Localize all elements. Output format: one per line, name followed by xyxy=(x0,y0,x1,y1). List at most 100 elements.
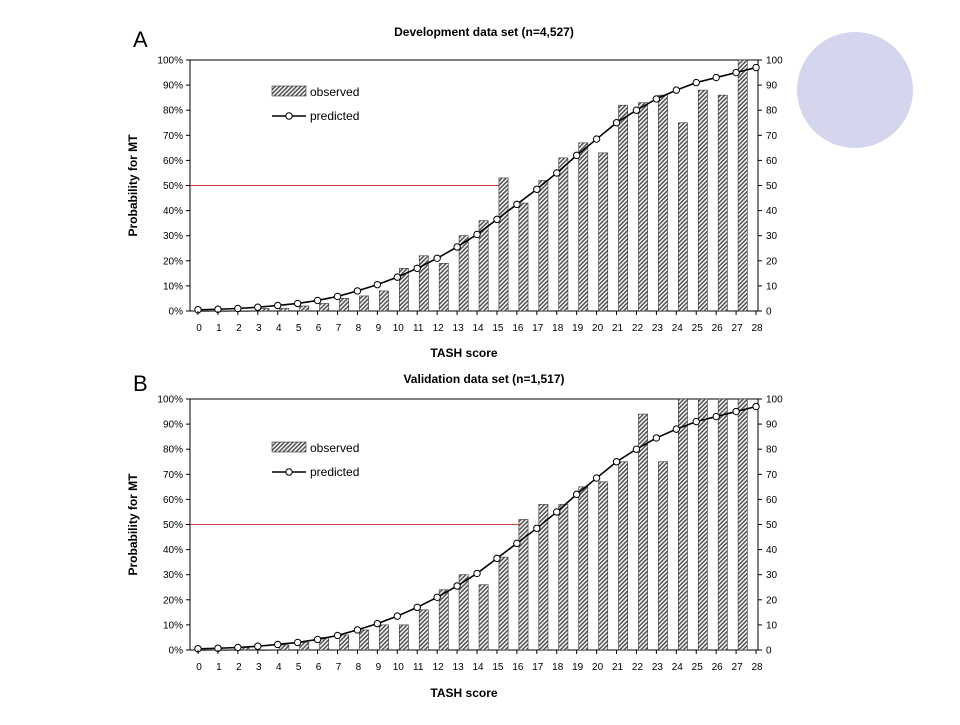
bar-observed-15 xyxy=(498,177,509,312)
x-tick-label: 5 xyxy=(296,662,302,673)
predicted-line xyxy=(197,66,757,311)
x-tick-label: 24 xyxy=(672,323,684,334)
y-tick-label-left: 100% xyxy=(157,395,183,406)
y-tick-label-right: 30 xyxy=(766,570,778,581)
x-tick-label: 17 xyxy=(532,323,544,334)
x-tick-label: 2 xyxy=(236,323,242,334)
y-axis-label: Probability for MT xyxy=(126,134,140,237)
bar-observed-12 xyxy=(438,263,449,312)
legend-marker-predicted xyxy=(285,112,293,120)
x-tick-label: 22 xyxy=(632,662,644,673)
bar-observed-25 xyxy=(697,89,708,312)
point-predicted-18 xyxy=(553,169,561,177)
y-tick-label-left: 20% xyxy=(163,256,183,267)
point-predicted-16 xyxy=(513,200,521,209)
y-tick-label-left: 40% xyxy=(163,545,183,556)
x-tick-label: 14 xyxy=(472,323,484,334)
bar-observed-9 xyxy=(379,290,389,312)
y-tick-label-right: 90 xyxy=(766,81,778,92)
bar-observed-19 xyxy=(578,486,589,651)
point-predicted-8 xyxy=(353,626,362,634)
bar-observed-21 xyxy=(618,104,628,312)
x-tick-label: 3 xyxy=(256,323,262,334)
panel-label: A xyxy=(133,27,148,52)
y-tick-label-left: 0% xyxy=(169,307,184,318)
point-predicted-9 xyxy=(373,619,382,628)
point-predicted-21 xyxy=(612,119,621,127)
point-predicted-15 xyxy=(493,215,501,224)
point-predicted-28 xyxy=(752,402,760,411)
x-tick-label: 11 xyxy=(413,323,424,334)
bar-observed-25 xyxy=(697,398,708,651)
x-tick-label: 28 xyxy=(751,323,763,334)
legend: observed predicted xyxy=(271,85,359,123)
bar-observed-26 xyxy=(717,398,728,651)
y-tick-label-left: 40% xyxy=(163,206,183,217)
y-tick-label-left: 60% xyxy=(163,156,183,167)
y-tick-label-left: 70% xyxy=(163,131,183,142)
bar-observed-1 xyxy=(219,310,230,312)
bar-observed-5 xyxy=(299,305,310,312)
bar-observed-3 xyxy=(259,308,270,312)
point-predicted-6 xyxy=(313,296,322,305)
x-tick-label: 15 xyxy=(492,662,504,673)
x-tick-label: 11 xyxy=(413,662,424,673)
x-tick-label: 21 xyxy=(612,323,624,334)
bar-observed-1 xyxy=(219,649,230,651)
point-predicted-25 xyxy=(692,78,700,87)
x-tick-label: 24 xyxy=(672,662,684,673)
y-tick-label-left: 80% xyxy=(163,445,183,456)
point-predicted-7 xyxy=(333,631,342,640)
point-predicted-7 xyxy=(333,292,342,301)
bar-observed-23 xyxy=(658,94,668,312)
point-predicted-25 xyxy=(692,417,700,426)
chart-title: Validation data set (n=1,517) xyxy=(403,372,564,386)
chart-title: Development data set (n=4,527) xyxy=(394,25,574,39)
legend-swatch-observed xyxy=(271,85,307,97)
x-tick-label: 19 xyxy=(572,323,584,334)
bar-observed-22 xyxy=(638,102,648,312)
y-tick-label-right: 50 xyxy=(766,520,778,531)
x-tick-label: 12 xyxy=(433,662,445,673)
bar-observed-22 xyxy=(638,413,648,651)
y-tick-label-left: 50% xyxy=(163,181,183,192)
point-predicted-21 xyxy=(612,458,621,466)
point-predicted-13 xyxy=(453,243,461,251)
point-predicted-3 xyxy=(254,303,262,311)
x-tick-label: 21 xyxy=(612,662,624,673)
point-predicted-14 xyxy=(473,569,481,578)
x-tick-label: 25 xyxy=(692,323,704,334)
point-predicted-4 xyxy=(274,301,282,310)
y-tick-label-right: 10 xyxy=(766,281,778,292)
y-tick-label-left: 60% xyxy=(163,495,183,506)
x-tick-label: 5 xyxy=(296,323,302,334)
point-predicted-11 xyxy=(413,603,421,612)
x-tick-label: 12 xyxy=(433,323,445,334)
x-tick-label: 10 xyxy=(393,662,405,673)
point-predicted-10 xyxy=(393,612,401,620)
bar-observed-12 xyxy=(438,589,449,651)
bar-observed-18 xyxy=(558,504,569,651)
bar-observed-10 xyxy=(398,268,409,312)
point-predicted-14 xyxy=(473,230,481,239)
x-tick-label: 27 xyxy=(732,323,744,334)
legend-label-predicted: predicted xyxy=(310,109,359,123)
bar-observed-4 xyxy=(279,308,290,312)
y-tick-label-right: 50 xyxy=(766,181,778,192)
x-tick-label: 2 xyxy=(236,662,242,673)
x-tick-label: 9 xyxy=(376,662,382,673)
bar-observed-11 xyxy=(418,255,429,312)
x-tick-label: 18 xyxy=(552,323,564,334)
y-tick-label-left: 0% xyxy=(169,646,184,657)
bar-observed-7 xyxy=(339,298,349,312)
point-predicted-11 xyxy=(413,264,421,273)
x-tick-label: 7 xyxy=(336,323,342,334)
bar-observed-21 xyxy=(618,461,628,651)
x-tick-label: 6 xyxy=(316,323,322,334)
y-tick-label-left: 30% xyxy=(163,231,183,242)
point-predicted-2 xyxy=(234,643,242,652)
bar-observed-14 xyxy=(478,584,489,651)
point-predicted-26 xyxy=(712,412,720,421)
x-tick-label: 1 xyxy=(216,323,222,334)
x-tick-label: 8 xyxy=(356,323,362,334)
